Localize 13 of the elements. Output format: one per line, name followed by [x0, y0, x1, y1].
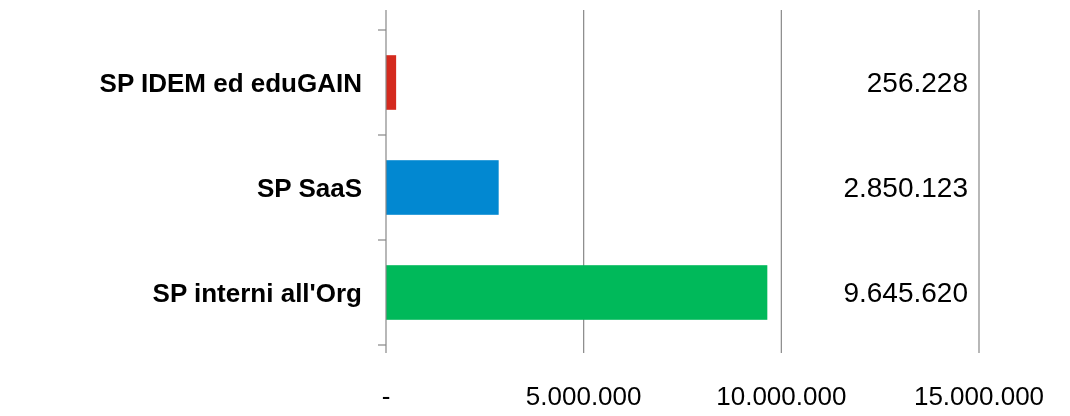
x-tick-label: 15.000.000: [913, 381, 1045, 411]
x-tick-label: 10.000.000: [716, 381, 847, 411]
data-label: 2.850.123: [843, 172, 968, 204]
bar: [386, 55, 397, 110]
data-label: 9.645.620: [843, 277, 968, 309]
y-tick-label: SP interni all'Org: [152, 277, 362, 308]
bar: [386, 265, 768, 320]
x-tick-label: -: [381, 381, 391, 411]
bar: [386, 160, 499, 215]
y-tick-label: SP SaaS: [256, 172, 362, 203]
y-tick-label: SP IDEM ed eduGAIN: [99, 67, 362, 98]
x-tick-label: 5.000.000: [525, 381, 642, 411]
data-label: 256.228: [866, 67, 968, 99]
